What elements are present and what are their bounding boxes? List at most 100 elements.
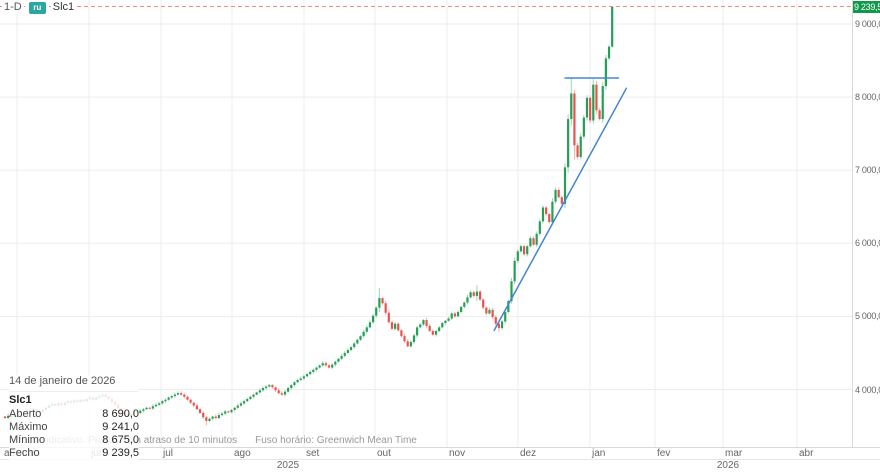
tooltip-row-label: Aberto <box>9 408 42 420</box>
year-label: 2025 <box>276 460 300 471</box>
candle-body <box>211 416 214 419</box>
candle-body <box>230 409 233 413</box>
candle-body <box>560 197 563 204</box>
candle-body <box>337 358 340 362</box>
candle-body <box>371 315 375 323</box>
month-label: nov <box>449 448 466 459</box>
candle-body <box>183 394 186 397</box>
candle-body <box>472 292 475 296</box>
candle-body <box>497 323 501 329</box>
candle-body <box>293 382 296 386</box>
candle-body <box>444 320 447 323</box>
candle-body <box>403 336 406 342</box>
candle-body <box>607 46 611 59</box>
candle-body <box>224 411 227 414</box>
month-label: jan <box>592 448 606 459</box>
candle-body <box>142 409 145 411</box>
candlestick-plot[interactable] <box>0 0 852 447</box>
candle-body <box>567 119 570 168</box>
candle-body <box>195 405 199 410</box>
candle-body <box>148 407 151 409</box>
candle-body <box>302 376 305 379</box>
candle-body <box>425 320 428 326</box>
candle-body <box>475 291 478 296</box>
candle-body <box>456 312 460 317</box>
candle-body <box>604 58 607 87</box>
timeframe-button[interactable]: 1-D <box>2 1 24 14</box>
candle-body <box>422 320 425 325</box>
tooltip-row: Aberto 8 690,0 <box>9 408 139 421</box>
month-label: abr <box>799 448 814 459</box>
candle-body <box>227 411 230 413</box>
tooltip-row-value: 8 690,0 <box>102 408 139 420</box>
candle-body <box>394 323 397 329</box>
candle-body <box>158 403 161 405</box>
candle-body <box>151 406 154 409</box>
candle-body <box>252 394 255 397</box>
candle-body <box>296 379 299 383</box>
candle-body <box>504 312 507 322</box>
candle-body <box>246 399 249 402</box>
candle-body <box>522 246 526 255</box>
candle-body <box>378 298 381 308</box>
price-axis[interactable]: 9 239,5 9 000,0 8 000,0 7 000,0 6 000,0 5 00… <box>852 0 880 447</box>
candle-body <box>463 302 466 307</box>
candle-body <box>309 371 312 375</box>
candle-body <box>261 388 265 391</box>
candle-body <box>315 367 318 370</box>
candle-body <box>180 393 183 395</box>
candle-body <box>305 374 309 377</box>
price-tick-label: 4 000,0 <box>855 384 880 395</box>
price-tick-label: 7 000,0 <box>855 165 880 176</box>
candle-body <box>255 392 258 395</box>
year-label: 2026 <box>716 460 740 471</box>
candle-body <box>189 399 192 403</box>
candle-body <box>274 387 277 391</box>
price-tick-label: 8 000,0 <box>855 92 880 103</box>
candle-body <box>535 233 538 245</box>
candle-body <box>359 336 362 340</box>
candle-body <box>570 93 573 120</box>
candle-body <box>164 399 167 402</box>
candle-body <box>280 393 283 395</box>
candle-body <box>271 385 274 388</box>
candle-body <box>592 84 595 121</box>
candle-body <box>466 297 469 303</box>
candle-body <box>236 405 239 408</box>
candle-body <box>554 189 557 202</box>
chart-area: 1-D ru Slc1 14 de janeiro de 2026 Slc1 A… <box>0 0 880 460</box>
candle-body <box>400 330 403 337</box>
candle-body <box>321 363 324 366</box>
month-label: jul <box>163 448 174 459</box>
candle-body <box>538 221 541 234</box>
candle-body <box>170 396 173 398</box>
candle-body <box>346 350 350 353</box>
tooltip-row-value: 9 241,0 <box>102 421 139 433</box>
symbol-name[interactable]: Slc1 <box>50 1 77 14</box>
candle-body <box>453 313 456 317</box>
candle-body <box>601 86 604 120</box>
candle-body <box>167 397 170 400</box>
candle-body <box>526 246 529 255</box>
candle-body <box>362 331 365 337</box>
candle-body <box>447 318 450 321</box>
candle-body <box>327 365 331 368</box>
tooltip-date: 14 de janeiro de 2026 <box>9 375 139 392</box>
candle-body <box>192 402 195 406</box>
candle-body <box>428 325 431 332</box>
candle-body <box>576 145 579 158</box>
candle-body <box>365 327 368 332</box>
candle-body <box>312 369 315 372</box>
candle-body <box>573 93 576 146</box>
tooltip-row-value: 8 675,0 <box>102 434 139 446</box>
candle-body <box>595 84 598 111</box>
candle-body <box>494 317 497 324</box>
tooltip-symbol: Slc1 <box>9 394 32 406</box>
last-price-badge: 9 239,5 <box>853 1 880 13</box>
time-axis-years[interactable]: 2025 2026 <box>0 459 880 472</box>
candle-body <box>488 309 491 314</box>
candle-body <box>7 415 10 419</box>
price-tick-label: 6 000,0 <box>855 238 880 249</box>
candle-body <box>450 313 453 319</box>
